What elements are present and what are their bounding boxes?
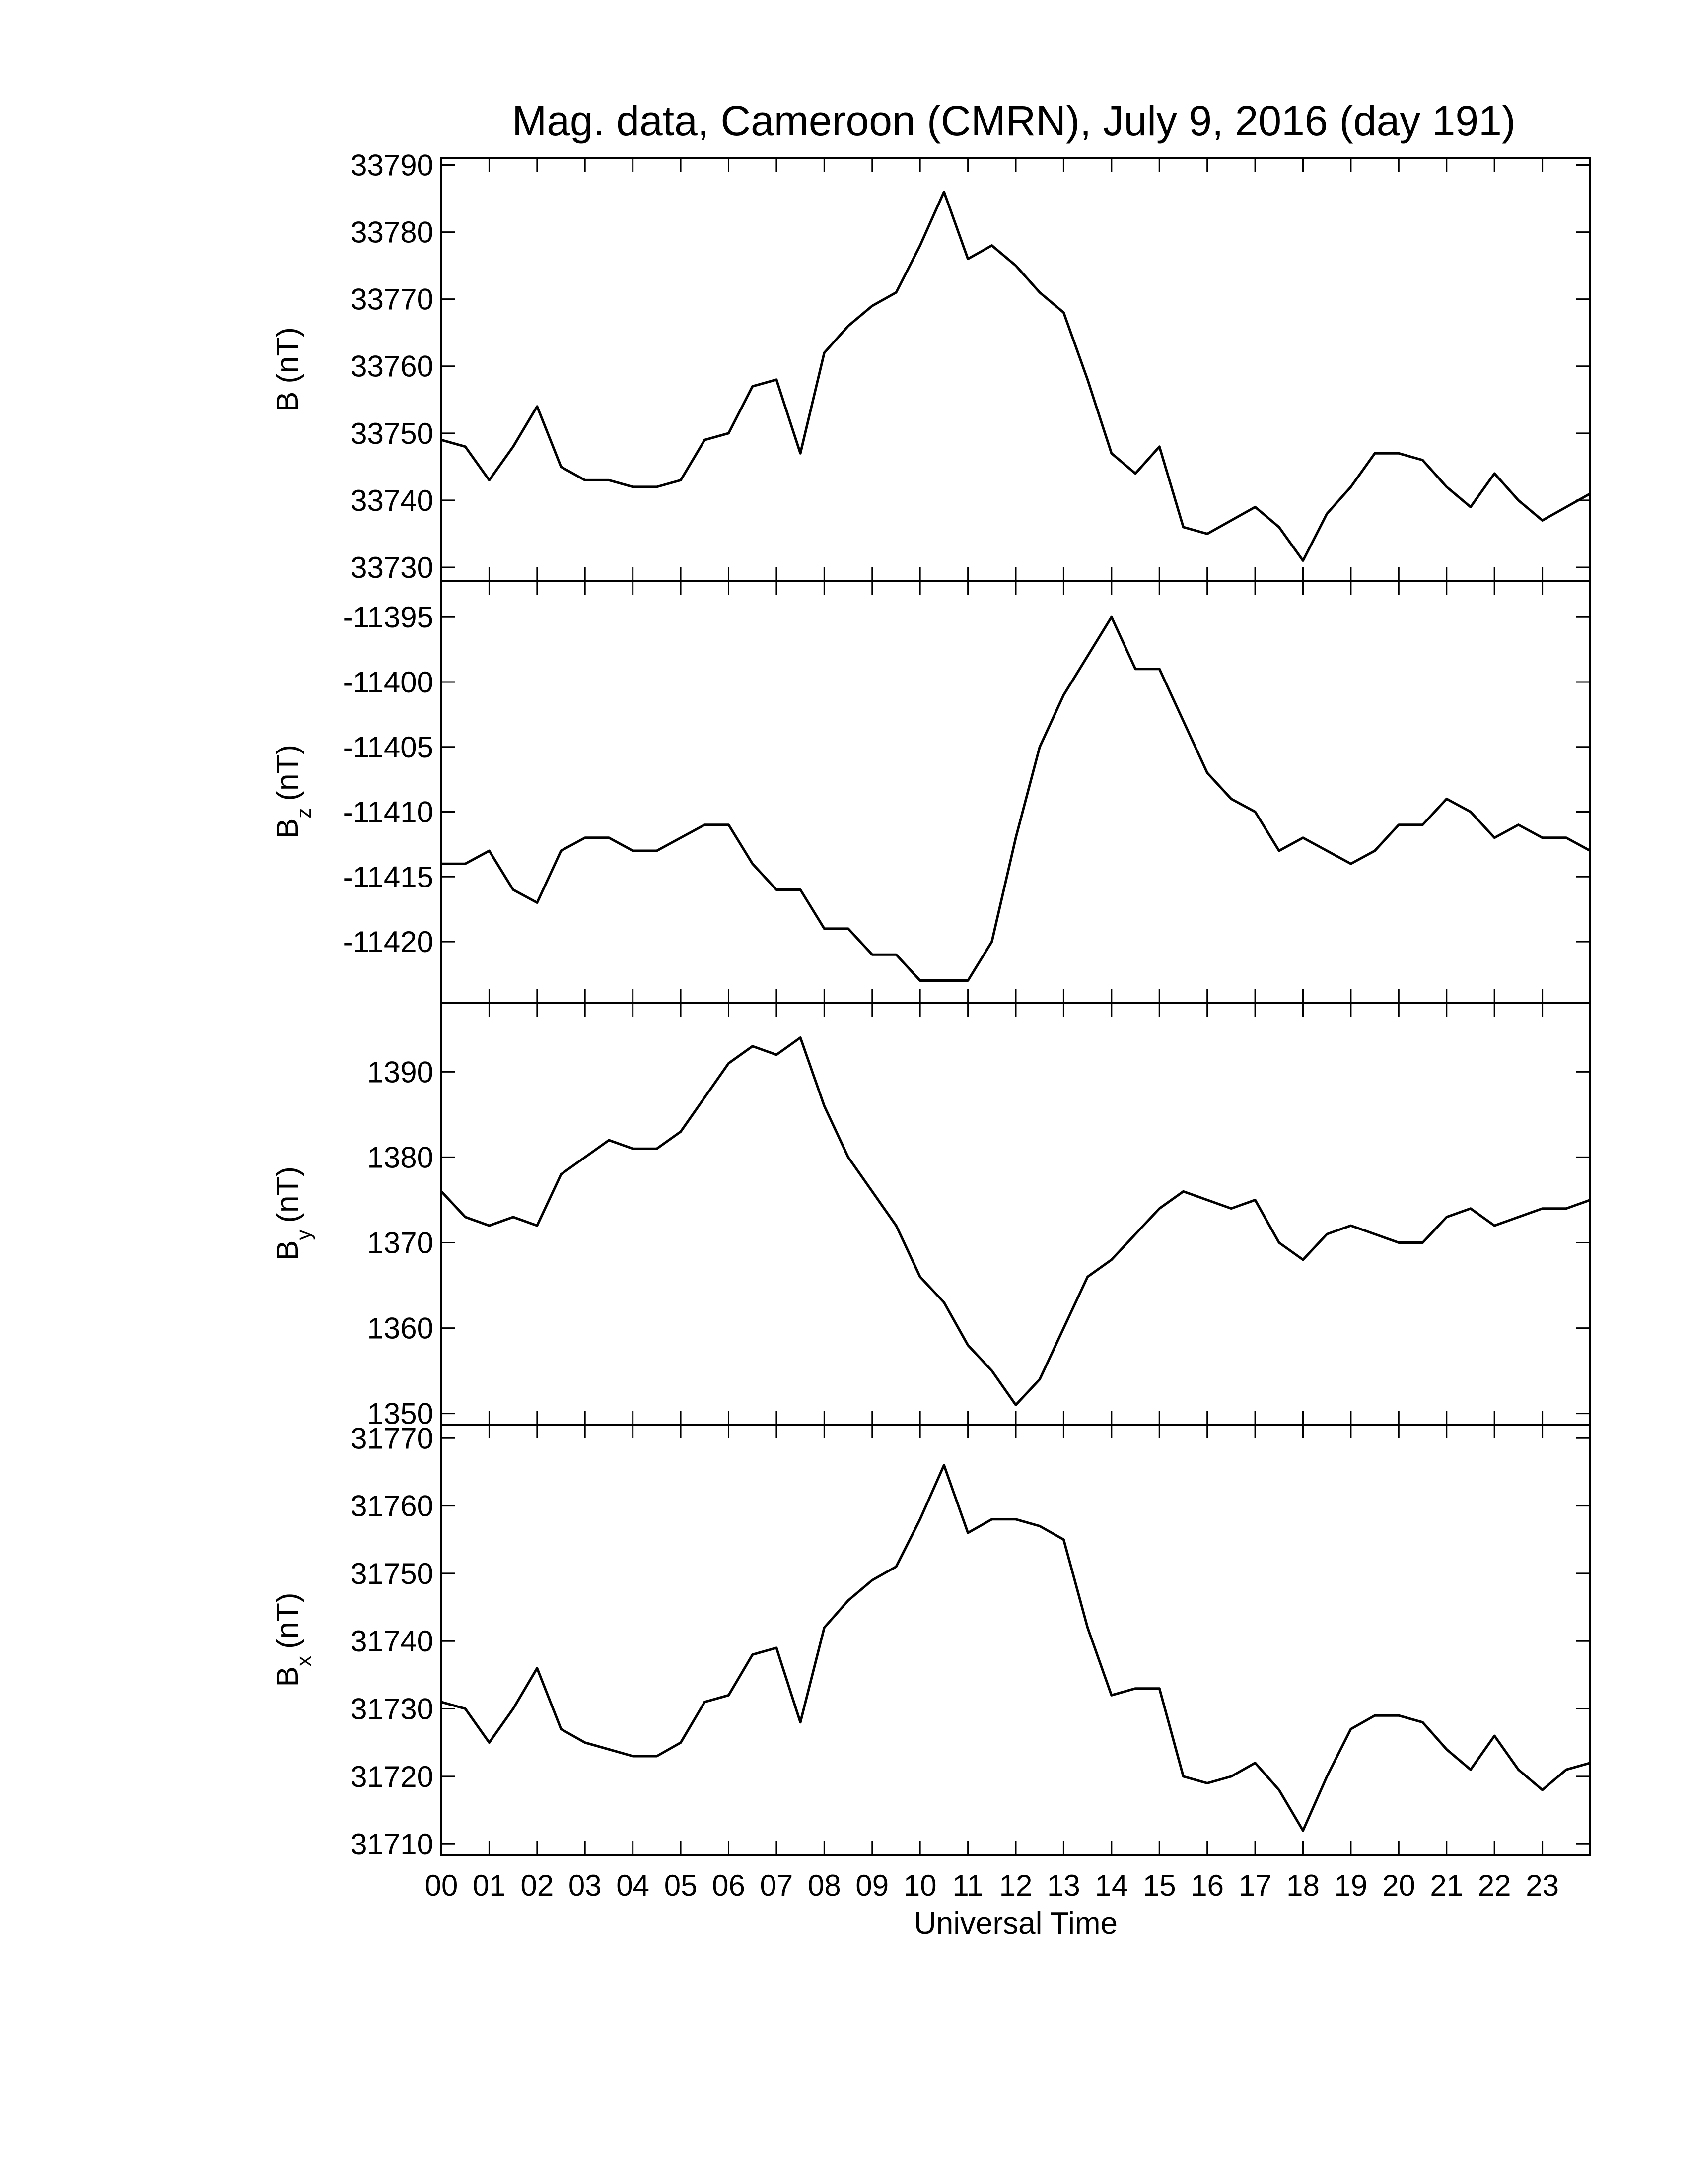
data-line xyxy=(441,191,1591,562)
y-axis-symbol: B xyxy=(271,1240,305,1261)
x-tick-label: 04 xyxy=(616,1869,649,1902)
y-tick-label: -11405 xyxy=(343,731,433,764)
y-tick-label: 1390 xyxy=(367,1055,433,1089)
x-tick-label: 07 xyxy=(760,1869,793,1902)
x-tick-label: 16 xyxy=(1191,1869,1224,1902)
x-tick-label: 01 xyxy=(473,1869,506,1902)
x-tick-label: 21 xyxy=(1430,1869,1463,1902)
y-tick-label: 1350 xyxy=(367,1397,433,1431)
x-tick-label: 03 xyxy=(568,1869,602,1902)
plot-frame xyxy=(440,1424,1591,1856)
plot-frame xyxy=(440,157,1591,582)
x-tick-label: 00 xyxy=(425,1869,458,1902)
y-tick-label: 31770 xyxy=(351,1422,433,1455)
x-tick-label: 02 xyxy=(520,1869,554,1902)
y-tick-label: 33750 xyxy=(351,417,433,450)
y-axis-unit: (nT) xyxy=(271,1166,305,1223)
x-tick-label: 22 xyxy=(1478,1869,1511,1902)
x-tick-label: 11 xyxy=(952,1869,983,1902)
plot-frame xyxy=(440,1002,1591,1426)
y-axis-subscript: z xyxy=(292,808,315,819)
y-axis-label: Bx (nT) xyxy=(271,1592,315,1687)
x-tick-label: 09 xyxy=(855,1869,889,1902)
x-tick-label: 19 xyxy=(1335,1869,1368,1902)
x-tick-label: 23 xyxy=(1526,1869,1559,1902)
y-tick-label: 33740 xyxy=(351,484,433,517)
y-axis-symbol: B xyxy=(271,819,305,839)
x-tick-label: 08 xyxy=(808,1869,841,1902)
y-tick-label: 31710 xyxy=(351,1828,433,1861)
y-axis-unit: (nT) xyxy=(271,327,305,384)
x-tick-label: 05 xyxy=(664,1869,698,1902)
y-tick-label: -11420 xyxy=(343,925,433,958)
x-tick-label: 13 xyxy=(1047,1869,1080,1902)
y-tick-label: 31740 xyxy=(351,1625,433,1658)
y-tick-label: 33730 xyxy=(351,551,433,584)
x-tick-label: 12 xyxy=(999,1869,1033,1902)
y-tick-label: 31750 xyxy=(351,1557,433,1590)
y-axis-subscript: y xyxy=(292,1230,315,1240)
y-tick-label: 31730 xyxy=(351,1693,433,1726)
y-tick-label: 1360 xyxy=(367,1312,433,1345)
x-tick-label: 18 xyxy=(1286,1869,1320,1902)
data-line xyxy=(440,1036,1591,1406)
y-axis-unit: (nT) xyxy=(271,745,305,801)
y-tick-label: 33790 xyxy=(351,149,433,182)
y-axis-unit: (nT) xyxy=(271,1592,305,1649)
x-tick-label: 15 xyxy=(1143,1869,1176,1902)
y-axis-symbol: B xyxy=(271,1666,305,1687)
data-line xyxy=(441,1464,1591,1832)
y-tick-label: 33770 xyxy=(351,283,433,316)
y-tick-label: 31760 xyxy=(351,1490,433,1523)
plot-frame xyxy=(440,580,1591,1004)
x-tick-label: 17 xyxy=(1239,1869,1272,1902)
y-tick-label: 33760 xyxy=(351,350,433,383)
y-tick-label: -11410 xyxy=(343,796,433,829)
y-tick-label: 1370 xyxy=(367,1227,433,1260)
y-axis-symbol: B xyxy=(271,392,305,412)
chart-title: Mag. data, Cameroon (CMRN), July 9, 2016… xyxy=(512,97,1516,144)
y-axis-label: B (nT) xyxy=(271,327,305,412)
y-tick-label: 33780 xyxy=(351,216,433,249)
y-axis-label: By (nT) xyxy=(271,1166,315,1261)
y-tick-label: -11395 xyxy=(343,601,433,634)
x-tick-label: 10 xyxy=(904,1869,937,1902)
y-axis-subscript: x xyxy=(292,1656,315,1666)
x-tick-label: 14 xyxy=(1095,1869,1128,1902)
data-line xyxy=(441,615,1591,982)
x-tick-label: 06 xyxy=(712,1869,745,1902)
y-tick-label: 31720 xyxy=(351,1760,433,1793)
x-axis-label: Universal Time xyxy=(914,1907,1118,1941)
y-axis-label: Bz (nT) xyxy=(271,745,315,839)
x-tick-label: 20 xyxy=(1382,1869,1415,1902)
y-tick-label: -11415 xyxy=(343,860,433,893)
y-tick-label: -11400 xyxy=(343,666,433,699)
y-tick-label: 1380 xyxy=(367,1141,433,1174)
